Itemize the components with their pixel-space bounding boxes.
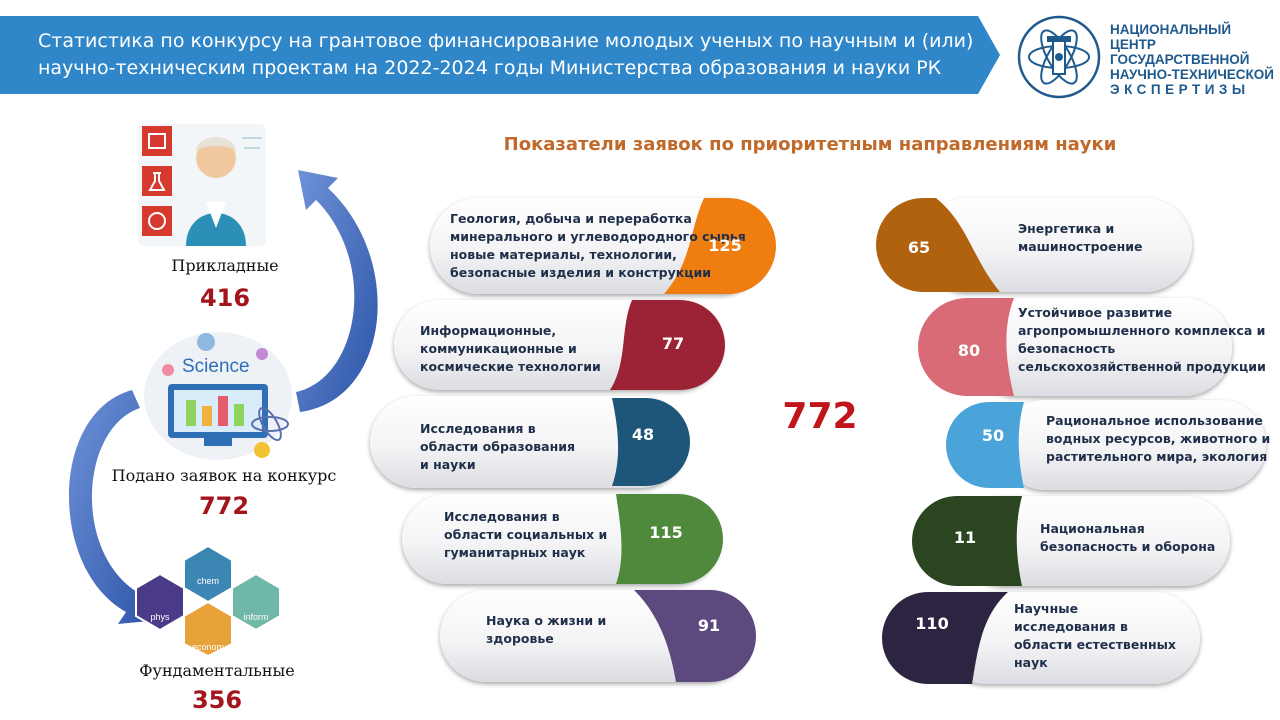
direction-label-energy: Энергетика и машиностроение (1018, 221, 1143, 254)
logo-line-1: НАЦИОНАЛЬНЫЙ ЦЕНТР (1110, 22, 1232, 52)
hex-inform-label: inform (243, 612, 268, 622)
value-blob-defense (912, 496, 1022, 586)
direction-label-social: Исследования в области социальных и гума… (444, 509, 608, 560)
value-blob-energy (876, 198, 1000, 292)
direction-card-agro (970, 298, 1232, 396)
hex-chem-label: chem (197, 576, 219, 586)
value-blob-ict (610, 300, 725, 390)
value-blob-natural (882, 592, 1008, 684)
direction-value-education: 48 (631, 425, 655, 444)
direction-label-ict: Информационные, коммуникационные и косми… (420, 323, 601, 374)
applied-label: Прикладные (171, 256, 279, 275)
total-applications: 772 (782, 396, 858, 437)
hex-inform: inform (231, 572, 281, 632)
direction-label-natural: Научные исследования в области естествен… (1014, 601, 1176, 670)
hex-econom-label: econom (192, 642, 224, 652)
hex-phys: phys (135, 572, 185, 632)
direction-value-geology: 125 (708, 236, 742, 255)
blob-shape (664, 198, 776, 294)
fundamental-hexagons-illustration: chem phys inform econom (135, 544, 281, 656)
header-banner-shape (0, 16, 1000, 94)
logo-line-2: ГОСУДАРСТВЕННОЙ (1110, 52, 1250, 67)
arrow-to-applied (296, 170, 378, 412)
applied-value: 416 (199, 284, 251, 312)
direction-value-water: 50 (981, 426, 1005, 445)
logo-text: НАЦИОНАЛЬНЫЙ ЦЕНТР ГОСУДАРСТВЕННОЙ НАУЧН… (1110, 22, 1276, 97)
applied-researcher-illustration (138, 124, 266, 246)
blob-shape (612, 398, 690, 486)
direction-card-water (1000, 400, 1266, 490)
value-blob-water (946, 402, 1024, 488)
logo-line-4: ЭКСПЕРТИЗЫ (1110, 82, 1250, 97)
value-blob-geology (664, 198, 776, 294)
arrow-to-fundamental (68, 390, 160, 624)
blob-shape (946, 402, 1024, 488)
fundamental-label: Фундаментальные (139, 661, 295, 680)
direction-value-life: 91 (697, 616, 721, 635)
direction-value-natural: 110 (915, 614, 949, 633)
blob-shape (634, 590, 756, 682)
blob-shape (882, 592, 1008, 684)
direction-value-energy: 65 (907, 238, 931, 257)
hex-chem: chem (183, 544, 233, 604)
header-banner: Статистика по конкурсу на грантовое фина… (0, 16, 1000, 94)
blob-shape (616, 494, 723, 584)
blob-shape (610, 300, 725, 390)
ncste-logo: НАЦИОНАЛЬНЫЙ ЦЕНТР ГОСУДАРСТВЕННОЙ НАУЧН… (1014, 12, 1276, 102)
direction-label-water: Рациональное использование водных ресурс… (1046, 413, 1271, 464)
direction-value-social: 115 (649, 523, 683, 542)
science-word: Science (182, 356, 250, 377)
direction-label-education: Исследования в области образования и нау… (420, 421, 575, 472)
blob-shape (912, 496, 1022, 586)
direction-label-defense: Национальная безопасность и оборона (1040, 521, 1216, 554)
flow-arrows (68, 170, 378, 624)
direction-value-agro: 80 (957, 341, 981, 360)
section-title: Показатели заявок по приоритетным направ… (503, 134, 1117, 155)
submitted-value: 772 (198, 492, 250, 520)
blob-shape (876, 198, 1000, 292)
atom-emblem-icon (1017, 15, 1101, 99)
logo-line-3: НАУЧНО-ТЕХНИЧЕСКОЙ (1110, 67, 1275, 82)
page-title: Статистика по конкурсу на грантовое фина… (38, 30, 974, 79)
direction-label-life: Наука о жизни и здоровье (486, 613, 607, 646)
direction-value-ict: 77 (661, 334, 685, 353)
direction-label-geology: Геология, добыча и переработка минеральн… (450, 211, 746, 280)
value-blob-agro (918, 298, 1014, 396)
direction-label-agro: Устойчивое развитие агропромышленного ко… (1018, 305, 1266, 374)
fundamental-value: 356 (191, 686, 243, 714)
hex-phys-label: phys (150, 612, 170, 622)
science-lab-illustration: Science (144, 332, 292, 460)
value-blob-education (612, 398, 690, 486)
blob-shape (918, 298, 1014, 396)
value-blob-life (634, 590, 756, 682)
direction-value-defense: 11 (953, 528, 977, 547)
hex-econom: econom (183, 600, 233, 656)
submitted-label: Подано заявок на конкурс (111, 466, 337, 485)
value-blob-social (616, 494, 723, 584)
